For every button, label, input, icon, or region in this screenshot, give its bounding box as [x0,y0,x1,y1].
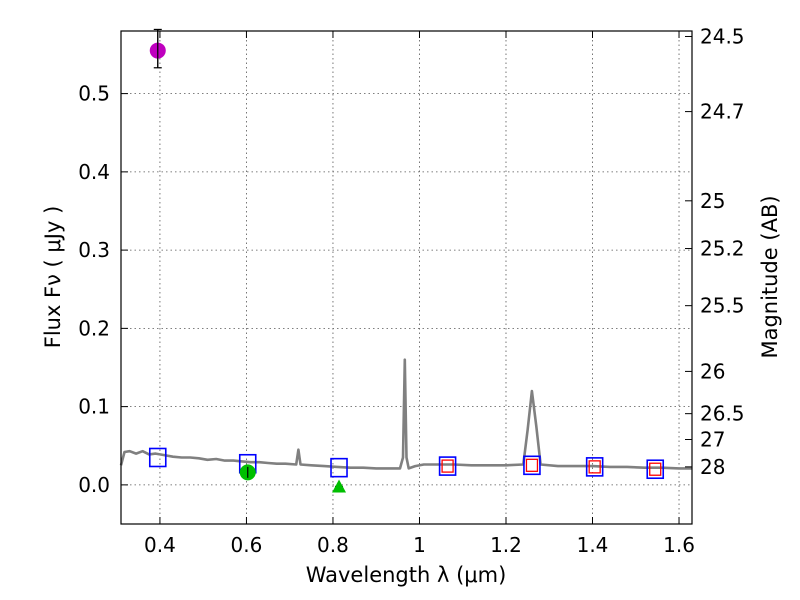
plot-frame [120,30,693,525]
upper-limit-marker [332,479,347,493]
x-tick-label: 0.6 [231,533,263,557]
x-tick-label: 0.8 [317,533,349,557]
observed-photometry-point [441,459,454,473]
model-photometry-point [585,457,604,477]
model-photometry-point [148,447,167,468]
magnitude-tick-label: 28 [700,455,725,479]
axes: 0.4 0.6 0.8 1 1.2 1.4 1.6 0.0 0.1 0.2 0.3 0.4 0.5 24.… [78,24,744,557]
y-axis-label: Flux Fν ( μJy ) [41,206,65,349]
model-photometry-point [438,456,457,476]
y-tick-label: 0.0 [78,473,110,497]
magnitude-tick-label: 25 [700,189,725,213]
x-axis-label: Wavelength λ (μm) [306,563,507,587]
data-layer [119,28,692,493]
y-tick-label: 0.4 [78,160,110,184]
y-tick-label: 0.3 [78,238,110,262]
y-tick-label: 0.1 [78,395,110,419]
model-photometry-point [646,459,665,480]
magnitude-tick-label: 25.2 [700,237,745,261]
magnitude-tick-label: 26 [700,359,725,383]
x-tick-label: 1 [413,533,426,557]
magnitude-tick-label: 27 [700,427,725,451]
magnitude-tick-label: 25.5 [700,294,745,318]
sed-model-line [119,358,692,470]
model-photometry-point [330,457,348,478]
observed-photometry-point [588,460,601,474]
observed-photometry-point [649,462,662,476]
x-tick-label: 1.6 [663,533,695,557]
x-tick-label: 1.2 [490,533,522,557]
y-tick-label: 0.5 [78,82,110,106]
magnitude-tick-label: 26.5 [700,402,745,426]
grid-lines [121,31,692,524]
magnitude-tick-label: 24.5 [700,24,745,48]
magnitude-tick-label: 24.7 [700,100,745,124]
model-photometry-point [523,455,541,476]
observed-photometry-point [525,458,539,472]
x-tick-label: 1.4 [577,533,609,557]
y-tick-label: 0.2 [78,316,110,340]
y2-axis-label: Magnitude (AB) [758,195,782,358]
x-tick-label: 0.4 [144,533,176,557]
